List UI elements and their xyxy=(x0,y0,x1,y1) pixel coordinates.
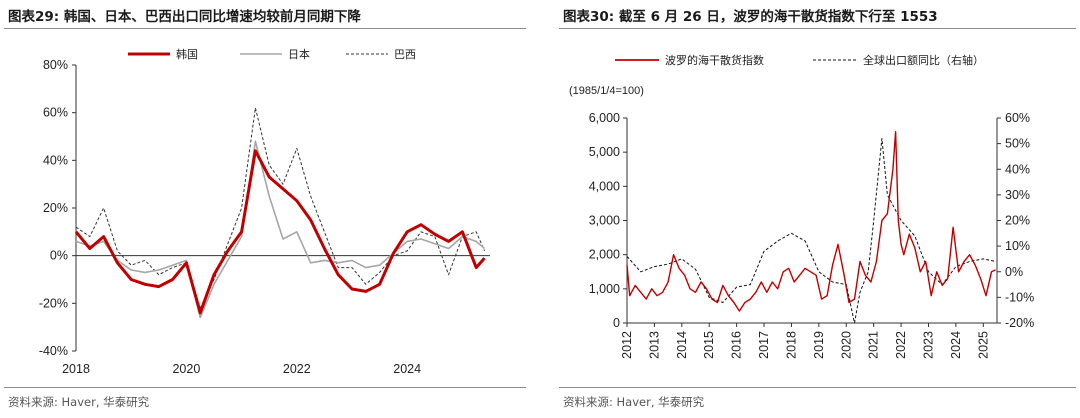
y-tick-label: 40% xyxy=(43,153,68,167)
legend-label: 巴西 xyxy=(394,48,416,61)
legend-label: 日本 xyxy=(288,47,310,61)
y-axis-unit: (1985/1/4=100) xyxy=(569,85,644,97)
x-tick-label: 2018 xyxy=(784,331,798,359)
y-tick-label: -20% xyxy=(39,296,68,310)
y2-tick-label: 60% xyxy=(1005,111,1030,125)
x-tick-label: 2018 xyxy=(62,362,90,376)
y-tick-label: 0 xyxy=(613,316,620,330)
x-tick-label: 2023 xyxy=(921,331,935,359)
right-chart-panel: 图表30: 截至 6 月 26 日，波罗的海干散货指数下行至 1553 (198… xyxy=(555,0,1080,418)
legend-label: 波罗的海干散货指数 xyxy=(665,53,764,67)
series-line-2 xyxy=(75,140,486,319)
y-tick-label: 20% xyxy=(43,201,68,215)
series-line-3 xyxy=(75,107,485,309)
x-tick-label: 2013 xyxy=(647,331,661,359)
x-tick-label: 2024 xyxy=(949,331,963,359)
x-tick-label: 2022 xyxy=(283,362,311,376)
y2-tick-label: 0% xyxy=(1005,265,1023,279)
source-rule xyxy=(559,387,1076,388)
x-tick-label: 2020 xyxy=(172,362,200,376)
y2-tick-label: 50% xyxy=(1005,137,1030,151)
title-rule xyxy=(4,28,526,29)
y-tick-label: 2,000 xyxy=(589,248,620,262)
y-tick-label: 3,000 xyxy=(589,214,620,228)
y-tick-label: 1,000 xyxy=(589,282,620,296)
source-note: 资料来源: Haver, 华泰研究 xyxy=(563,395,705,409)
series-line-1 xyxy=(74,149,486,315)
y2-tick-label: -20% xyxy=(1005,316,1034,330)
right-chart-svg: (1985/1/4=100) 0 1,000 2,000 3,000 4,000 5,000… xyxy=(569,53,1034,359)
y-tick-label: 0% xyxy=(50,249,68,263)
x-tick-label: 2017 xyxy=(757,331,771,359)
left-chart-svg: -40% -20% 0% 20% 40% 60% 80% 2018 2020 2022 2024 韩国… xyxy=(39,47,490,376)
y2-tick-label: -10% xyxy=(1005,290,1034,304)
chart-title: 图表30: 截至 6 月 26 日，波罗的海干散货指数下行至 1553 xyxy=(563,9,938,25)
y2-tick-label: 20% xyxy=(1005,214,1030,228)
source-rule xyxy=(4,387,526,388)
x-tick-label: 2021 xyxy=(867,331,881,359)
x-tick-label: 2019 xyxy=(812,331,826,359)
y-tick-label: 60% xyxy=(43,106,68,120)
y-tick-label: -40% xyxy=(39,344,68,358)
x-tick-label: 2022 xyxy=(894,331,908,359)
y2-tick-label: 10% xyxy=(1005,239,1030,253)
x-tick-label: 2012 xyxy=(620,331,634,359)
y2-tick-label: 30% xyxy=(1005,188,1030,202)
left-chart-panel: 图表29: 韩国、日本、巴西出口同比增速均较前月同期下降 -40% -20% 0% 2… xyxy=(0,0,530,418)
series-line-1 xyxy=(626,130,996,312)
y-tick-label: 6,000 xyxy=(589,111,620,125)
chart-title: 图表29: 韩国、日本、巴西出口同比增速均较前月同期下降 xyxy=(8,9,361,25)
x-tick-label: 2015 xyxy=(702,331,716,359)
y-tick-label: 4,000 xyxy=(589,179,620,193)
x-tick-label: 2016 xyxy=(730,331,744,359)
x-tick-label: 2014 xyxy=(675,331,689,359)
y-tick-label: 5,000 xyxy=(589,145,620,159)
title-rule xyxy=(559,28,1076,29)
x-tick-label: 2025 xyxy=(976,331,990,359)
y2-tick-label: 40% xyxy=(1005,162,1030,176)
y-tick-label: 80% xyxy=(43,58,68,72)
legend-label: 全球出口额同比（右轴） xyxy=(863,53,984,67)
series-line-2 xyxy=(626,138,996,324)
x-tick-label: 2024 xyxy=(393,362,421,376)
x-tick-label: 2020 xyxy=(839,331,853,359)
legend-label: 韩国 xyxy=(176,47,198,61)
source-note: 资料来源: Haver, 华泰研究 xyxy=(8,395,150,409)
